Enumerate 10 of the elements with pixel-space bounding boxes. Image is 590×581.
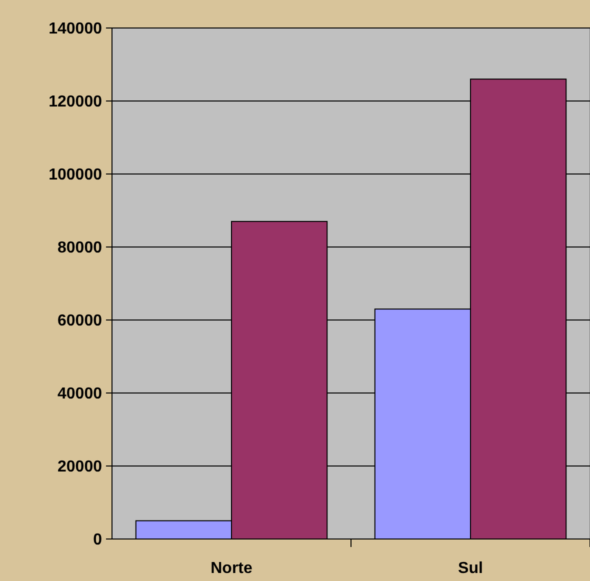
y-tick-label: 60000 xyxy=(58,312,102,330)
y-tick-label: 140000 xyxy=(48,20,102,38)
y-tick-label: 40000 xyxy=(58,386,102,403)
y-tick-label: 20000 xyxy=(58,458,102,476)
x-tick-label: Sul xyxy=(458,560,483,577)
y-tick-label: 120000 xyxy=(48,94,102,111)
y-tick-label: 0 xyxy=(93,532,102,549)
x-tick-label: Norte xyxy=(210,560,252,577)
y-tick-label: 100000 xyxy=(48,166,102,184)
y-tick-label: 80000 xyxy=(58,240,102,257)
